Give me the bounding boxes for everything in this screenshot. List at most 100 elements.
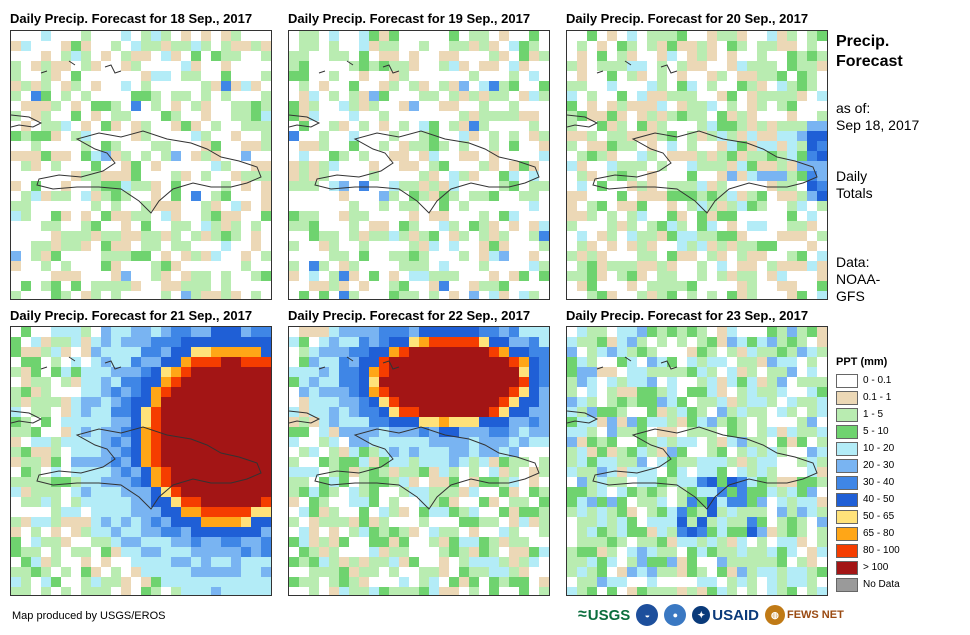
precip-cell bbox=[637, 497, 647, 507]
precip-cell bbox=[627, 447, 637, 457]
precip-cell bbox=[717, 71, 727, 81]
precip-cell bbox=[349, 231, 359, 241]
precip-cell bbox=[11, 397, 21, 407]
precip-cell bbox=[627, 327, 637, 337]
precip-cell bbox=[309, 181, 319, 191]
totals-line1: Daily bbox=[836, 168, 868, 184]
precip-cell bbox=[151, 337, 161, 347]
precip-cell bbox=[101, 281, 111, 291]
precip-cell bbox=[439, 497, 449, 507]
precip-cell bbox=[299, 407, 309, 417]
precip-cell bbox=[627, 161, 637, 171]
precip-cell bbox=[21, 547, 31, 557]
precip-cell bbox=[309, 347, 319, 357]
precip-cell bbox=[349, 367, 359, 377]
precip-cell bbox=[221, 41, 231, 51]
precip-cell bbox=[687, 231, 697, 241]
precip-cell bbox=[359, 121, 369, 131]
precip-cell bbox=[597, 61, 607, 71]
precip-cell bbox=[261, 377, 271, 387]
precip-cell bbox=[577, 457, 587, 467]
precip-cell bbox=[717, 191, 727, 201]
precip-cell bbox=[41, 131, 51, 141]
precip-cell bbox=[41, 577, 51, 587]
precip-cell bbox=[797, 577, 807, 587]
precip-cell bbox=[459, 397, 469, 407]
precip-cell bbox=[81, 547, 91, 557]
totals-line2: Totals bbox=[836, 185, 873, 201]
precip-cell bbox=[51, 447, 61, 457]
precip-cell bbox=[747, 201, 757, 211]
precip-cell bbox=[577, 507, 587, 517]
legend-label: 30 - 40 bbox=[863, 477, 895, 488]
precip-cell bbox=[429, 337, 439, 347]
precip-cell bbox=[171, 337, 181, 347]
precip-cell bbox=[817, 231, 827, 241]
precip-cell bbox=[41, 337, 51, 347]
precip-cell bbox=[81, 191, 91, 201]
precip-cell bbox=[51, 437, 61, 447]
precip-cell bbox=[627, 487, 637, 497]
precip-cell bbox=[529, 121, 539, 131]
precip-cell bbox=[817, 587, 827, 595]
precip-cell bbox=[707, 151, 717, 161]
precip-cell bbox=[469, 327, 479, 337]
precip-cell bbox=[489, 281, 499, 291]
precip-cell bbox=[567, 467, 577, 477]
precip-cell bbox=[369, 557, 379, 567]
precip-cell bbox=[369, 437, 379, 447]
precip-cell bbox=[71, 231, 81, 241]
precip-cell bbox=[539, 141, 549, 151]
precip-cell bbox=[479, 261, 489, 271]
precip-cell bbox=[181, 467, 191, 477]
precip-cell bbox=[539, 261, 549, 271]
precip-cell bbox=[717, 547, 727, 557]
precip-cell bbox=[577, 211, 587, 221]
precip-cell bbox=[607, 587, 617, 595]
precip-cell bbox=[211, 211, 221, 221]
precip-cell bbox=[807, 51, 817, 61]
precip-cell bbox=[697, 191, 707, 201]
precip-cell bbox=[299, 357, 309, 367]
precip-cell bbox=[529, 517, 539, 527]
precip-cell bbox=[161, 281, 171, 291]
precip-cell bbox=[241, 81, 251, 91]
precip-cell bbox=[41, 251, 51, 261]
precip-cell bbox=[141, 557, 151, 567]
precip-cell bbox=[757, 251, 767, 261]
precip-cell bbox=[71, 101, 81, 111]
precip-cell bbox=[727, 377, 737, 387]
precip-cell bbox=[181, 517, 191, 527]
legend-swatch bbox=[836, 424, 858, 439]
precip-cell bbox=[627, 417, 637, 427]
precip-cell bbox=[567, 221, 577, 231]
precip-cell bbox=[61, 477, 71, 487]
precip-cell bbox=[369, 397, 379, 407]
precip-cell bbox=[389, 527, 399, 537]
precip-cell bbox=[737, 377, 747, 387]
precip-cell bbox=[489, 337, 499, 347]
precip-cell bbox=[529, 347, 539, 357]
precip-cell bbox=[817, 567, 827, 577]
precip-cell bbox=[11, 527, 21, 537]
precip-cell bbox=[797, 191, 807, 201]
precip-cell bbox=[727, 171, 737, 181]
precip-cell bbox=[439, 527, 449, 537]
precip-cell bbox=[667, 111, 677, 121]
precip-cell bbox=[121, 377, 131, 387]
precip-cell bbox=[449, 171, 459, 181]
precip-cell bbox=[757, 537, 767, 547]
precip-cell bbox=[231, 537, 241, 547]
precip-cell bbox=[817, 387, 827, 397]
precip-cell bbox=[617, 41, 627, 51]
precip-cell bbox=[409, 457, 419, 467]
precip-cell bbox=[617, 347, 627, 357]
precip-cell bbox=[587, 517, 597, 527]
precip-cell bbox=[31, 367, 41, 377]
precip-cell bbox=[81, 587, 91, 595]
precip-cell bbox=[797, 527, 807, 537]
precip-cell bbox=[727, 41, 737, 51]
precip-cell bbox=[369, 417, 379, 427]
precip-cell bbox=[191, 407, 201, 417]
precip-cell bbox=[687, 457, 697, 467]
